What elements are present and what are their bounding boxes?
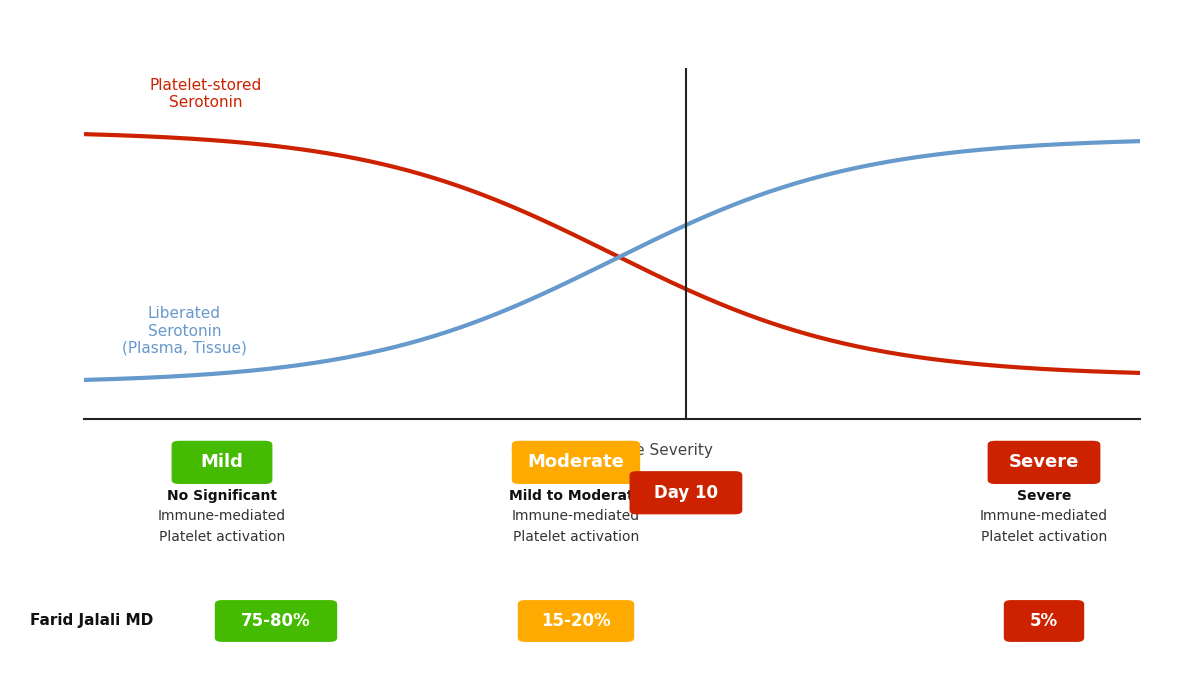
Text: Immune-mediated: Immune-mediated <box>512 510 640 523</box>
Text: Platelet activation: Platelet activation <box>158 530 286 543</box>
FancyBboxPatch shape <box>630 471 743 514</box>
Text: 5%: 5% <box>1030 612 1058 630</box>
Text: Day 10: Day 10 <box>654 484 718 502</box>
Text: Platelet-stored
Serotonin: Platelet-stored Serotonin <box>149 78 262 111</box>
FancyBboxPatch shape <box>172 441 272 484</box>
Text: Platelet activation: Platelet activation <box>512 530 640 543</box>
FancyBboxPatch shape <box>215 600 337 642</box>
Text: 75-80%: 75-80% <box>241 612 311 630</box>
Text: Immune-mediated: Immune-mediated <box>980 510 1108 523</box>
Text: Mild to Moderate: Mild to Moderate <box>509 489 643 503</box>
FancyBboxPatch shape <box>512 441 641 484</box>
Text: No Significant: No Significant <box>167 489 277 503</box>
Text: Mild: Mild <box>200 454 244 471</box>
Text: Moderate: Moderate <box>528 454 624 471</box>
Text: Farid Jalali MD: Farid Jalali MD <box>30 614 154 628</box>
FancyBboxPatch shape <box>518 600 634 642</box>
Text: Liberated
Serotonin
(Plasma, Tissue): Liberated Serotonin (Plasma, Tissue) <box>122 306 247 356</box>
FancyBboxPatch shape <box>988 441 1100 484</box>
Text: Severe: Severe <box>1009 454 1079 471</box>
Text: Immune-mediated: Immune-mediated <box>158 510 286 523</box>
Text: COVID19 Disease Severity: COVID19 Disease Severity <box>511 443 713 458</box>
Text: 15-20%: 15-20% <box>541 612 611 630</box>
Text: Severe: Severe <box>1016 489 1072 503</box>
Text: Platelet activation: Platelet activation <box>980 530 1108 543</box>
FancyBboxPatch shape <box>1004 600 1085 642</box>
